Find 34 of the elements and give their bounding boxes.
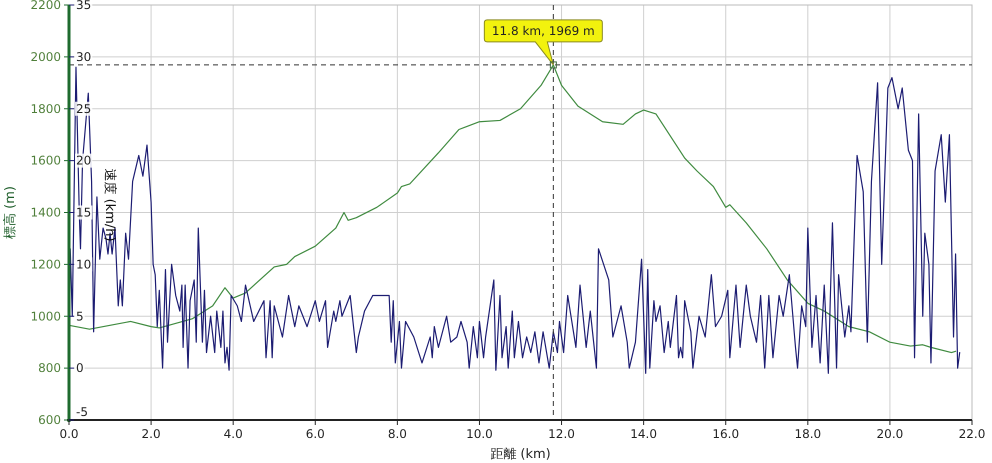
- y-tick-label: 1600: [30, 154, 61, 168]
- y2-tick-label: -5: [76, 405, 88, 419]
- y2-tick-label: 35: [76, 0, 92, 12]
- y-tick-label: 600: [38, 413, 61, 427]
- x-tick-label: 18.0: [794, 427, 822, 441]
- y2-tick-label: 15: [76, 206, 92, 220]
- x-axis-title: 距離 (km): [490, 447, 551, 462]
- y2-tick-label: 0: [76, 361, 84, 376]
- y2-tick-label: 20: [76, 154, 92, 168]
- x-tick-label: 4.0: [224, 427, 243, 441]
- x-tick-label: 8.0: [388, 427, 407, 441]
- y-axis-title: 標高 (m): [2, 186, 18, 239]
- x-tick-label: 16.0: [712, 427, 740, 441]
- x-tick-label: 10.0: [466, 427, 493, 441]
- y2-tick-label: 30: [76, 50, 92, 64]
- y-tick-label: 2000: [30, 50, 61, 64]
- y2-tick-label: 25: [76, 102, 92, 116]
- y-tick-label: 1400: [30, 206, 61, 220]
- x-tick-label: 14.0: [630, 427, 657, 441]
- y2-tick-label: 5: [76, 309, 84, 324]
- annotation: 11.8 km, 1969 m: [492, 24, 595, 38]
- y2-tick-label: 10: [76, 257, 92, 272]
- x-tick-label: 2.0: [142, 427, 161, 441]
- x-tick-label: 22.0: [958, 427, 986, 441]
- x-tick-label: 6.0: [306, 427, 325, 441]
- y-tick-label: 1800: [30, 102, 61, 116]
- x-tick-label: 12.0: [548, 427, 575, 441]
- y-tick-label: 1200: [30, 257, 61, 272]
- y-tick-label: 800: [38, 361, 61, 376]
- x-tick-label: 0.0: [59, 427, 79, 441]
- x-tick-label: 20.0: [876, 427, 904, 441]
- y2-axis-title: 速度 (km/h): [102, 168, 118, 242]
- y-tick-label: 2200: [30, 0, 61, 12]
- y-tick-label: 1000: [30, 309, 61, 324]
